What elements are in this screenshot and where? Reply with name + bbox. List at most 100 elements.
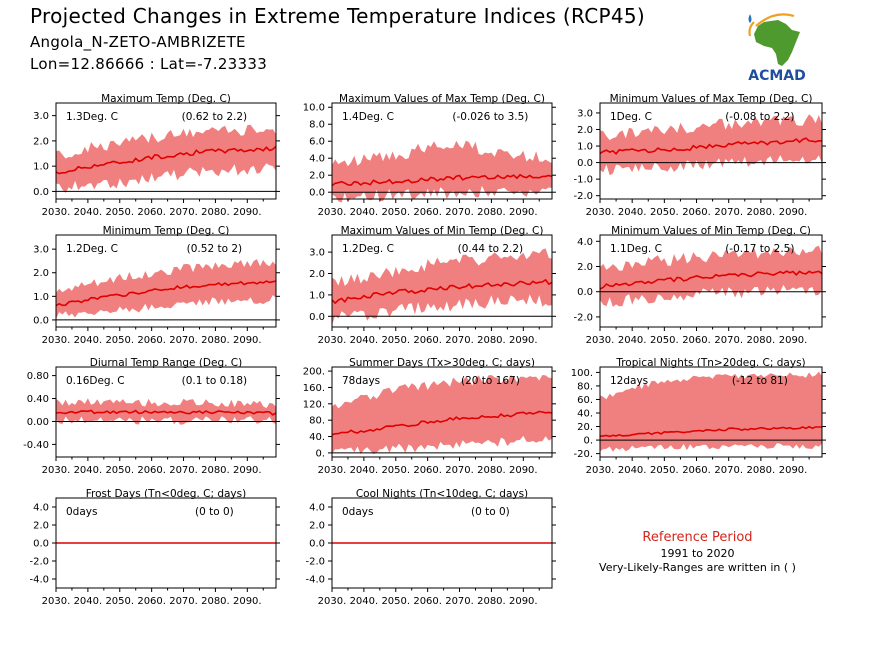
range-band <box>332 140 552 203</box>
panel-range: (0.1 to 0.18) <box>182 375 248 387</box>
median-line <box>599 270 823 290</box>
y-tick-label: 2.0 <box>309 521 325 532</box>
plot-frame <box>599 234 823 328</box>
x-tick-label: 2040. <box>618 335 647 346</box>
x-tick-label: 2050. <box>381 207 410 218</box>
x-tick-label: 2060. <box>682 335 711 346</box>
logo-text: ACMAD <box>748 68 806 84</box>
chart-min-of-min-temp: Minimum Values of Min Temp (Deg. C) 1.1De… <box>573 225 826 346</box>
y-tick-label: 0.0 <box>577 158 593 169</box>
x-tick-label: 2030. <box>318 207 347 218</box>
sun-arc <box>755 13 795 27</box>
x-tick-label: 2080. <box>201 465 230 476</box>
x-tick-label: 2080. <box>201 596 230 607</box>
acmad-logo: ACMAD <box>748 13 806 84</box>
panel-title: Maximum Values of Min Temp (Deg. C) <box>341 225 544 237</box>
range-band <box>600 371 822 452</box>
x-tick-label: 2070. <box>445 596 474 607</box>
y-tick-label: 3.0 <box>577 108 593 119</box>
panel-summary: 1.2Deg. C <box>342 243 394 255</box>
y-tick-label: 1.0 <box>33 162 49 173</box>
y-tick-label: 40. <box>309 432 325 443</box>
median-line <box>55 145 277 175</box>
y-tick-label: 200. <box>303 367 325 378</box>
x-tick-label: 2040. <box>350 335 379 346</box>
y-tick-label: -4.0 <box>305 575 325 586</box>
panel-title: Minimum Temp (Deg. C) <box>103 225 230 237</box>
y-tick-label: 2.0 <box>33 136 49 147</box>
chart-cool-nights: Cool Nights (Tn<10deg. C; days) 0days (0 t… <box>305 488 556 607</box>
x-tick-label: 2080. <box>477 465 506 476</box>
x-tick-label: 2030. <box>318 596 347 607</box>
reference-block: Reference Period 1991 to 2020 Very-Likel… <box>590 530 805 574</box>
y-tick-label: 2.0 <box>33 521 49 532</box>
x-tick-label: 2090. <box>779 335 808 346</box>
chart-min-of-max-temp: Minimum Values of Max Temp (Deg. C) 1Deg.… <box>573 93 826 218</box>
x-tick-label: 2070. <box>169 465 198 476</box>
median-line <box>55 280 277 307</box>
range-band <box>600 114 822 176</box>
panel-title: Minimum Values of Min Temp (Deg. C) <box>611 225 811 237</box>
panel-range: (-0.17 to 2.5) <box>725 243 794 255</box>
y-tick-label: 10.0 <box>303 103 325 114</box>
x-tick-label: 2040. <box>618 207 647 218</box>
x-tick-label: 2030. <box>42 335 71 346</box>
station-name: Angola_N-ZETO-AMBRIZETE <box>30 33 246 51</box>
x-tick-label: 2030. <box>42 596 71 607</box>
y-tick-label: 40. <box>577 409 593 420</box>
figure-title: Projected Changes in Extreme Temperature… <box>30 4 646 28</box>
panel-summary: 1.3Deg. C <box>66 111 118 123</box>
y-tick-label: -2.0 <box>29 557 49 568</box>
x-tick-label: 2040. <box>350 207 379 218</box>
x-tick-label: 2090. <box>233 335 262 346</box>
panel-summary: 78days <box>342 375 380 387</box>
panel-summary: 0.16Deg. C <box>66 375 125 387</box>
x-tick-label: 2090. <box>509 596 538 607</box>
panel-range: (-12 to 81) <box>732 375 788 387</box>
x-tick-label: 2070. <box>169 335 198 346</box>
x-tick-label: 2050. <box>105 335 134 346</box>
x-tick-label: 2080. <box>747 465 776 476</box>
panel-summary: 1.4Deg. C <box>342 111 394 123</box>
panel-range: (0.44 to 2.2) <box>458 243 524 255</box>
panel-summary: 12days <box>610 375 648 387</box>
y-tick-label: 100. <box>571 368 593 379</box>
x-tick-label: 2090. <box>509 207 538 218</box>
panel-range: (20 to 167) <box>461 375 520 387</box>
x-tick-label: 2030. <box>318 335 347 346</box>
panel-range: (0.62 to 2.2) <box>182 111 248 123</box>
x-tick-label: 2060. <box>413 207 442 218</box>
y-tick-label: -4.0 <box>29 575 49 586</box>
x-tick-label: 2050. <box>105 207 134 218</box>
africa-map-icon <box>754 20 800 66</box>
panel-title: Maximum Values of Max Temp (Deg. C) <box>339 93 545 105</box>
range-band <box>332 375 552 455</box>
y-tick-label: -2.0 <box>305 557 325 568</box>
chart-max-of-max-temp: Maximum Values of Max Temp (Deg. C) 1.4De… <box>303 93 556 218</box>
panel-summary: 0days <box>342 506 373 518</box>
panel-title: Diurnal Temp Range (Deg. C) <box>90 357 242 369</box>
water-drop-icon <box>748 14 752 23</box>
panel-title: Cool Nights (Tn<10deg. C; days) <box>356 488 528 500</box>
x-tick-label: 2040. <box>74 596 103 607</box>
x-tick-label: 2030. <box>42 465 71 476</box>
x-tick-label: 2090. <box>779 465 808 476</box>
x-tick-label: 2070. <box>169 207 198 218</box>
x-tick-label: 2090. <box>509 335 538 346</box>
x-tick-label: 2090. <box>233 596 262 607</box>
x-tick-label: 2080. <box>201 335 230 346</box>
x-tick-label: 2080. <box>201 207 230 218</box>
range-band <box>332 248 552 325</box>
chart-summer-days: Summer Days (Tx>30deg. C; days) 78days (20… <box>303 357 556 476</box>
y-tick-label: 0.0 <box>309 188 325 199</box>
y-tick-label: -1.0 <box>573 175 593 186</box>
panel-range: (0 to 0) <box>195 506 234 518</box>
y-tick-label: 0.80 <box>27 371 49 382</box>
median-line <box>331 410 553 436</box>
y-tick-label: -20. <box>573 449 593 460</box>
reference-period: 1991 to 2020 <box>660 547 735 560</box>
panel-title: Summer Days (Tx>30deg. C; days) <box>349 357 535 369</box>
x-tick-label: 2050. <box>381 596 410 607</box>
reference-title: Reference Period <box>642 530 753 545</box>
